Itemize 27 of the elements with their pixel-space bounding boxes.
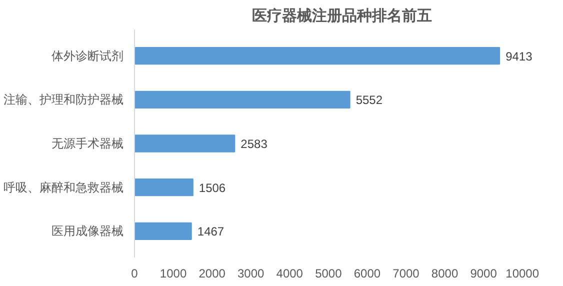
x-tick-label: 2000 xyxy=(198,266,226,280)
x-tick-label: 3000 xyxy=(238,266,265,280)
data-label: 1467 xyxy=(197,224,224,239)
chart-title: 医疗器械注册品种排名前五 xyxy=(252,6,432,24)
x-tick-label: 5000 xyxy=(315,266,342,280)
x-tick-label: 1000 xyxy=(160,266,187,280)
data-label: 2583 xyxy=(240,137,268,151)
x-tick-label: 6000 xyxy=(354,266,381,280)
x-tick-label: 8000 xyxy=(431,266,458,280)
bar xyxy=(134,178,194,196)
y-tick-label: 体外诊断试剂 xyxy=(52,48,124,63)
data-label: 5552 xyxy=(356,93,383,108)
x-tick-label: 9000 xyxy=(470,266,498,280)
y-tick-label: 注输、护理和防护器械 xyxy=(4,92,124,107)
y-tick-label: 呼吸、麻醉和急救器械 xyxy=(4,180,124,194)
y-tick-label: 无源手术器械 xyxy=(52,136,124,150)
x-tick-label: 4000 xyxy=(276,266,304,280)
data-label: 9413 xyxy=(506,49,533,64)
data-label: 1506 xyxy=(198,180,226,195)
y-tick-label: 医用成像器械 xyxy=(52,224,124,238)
bar xyxy=(134,46,500,65)
bar xyxy=(134,222,192,240)
x-tick-label: 10000 xyxy=(506,266,540,280)
bar xyxy=(134,134,236,152)
bar xyxy=(134,90,350,108)
x-tick-label: 0 xyxy=(131,266,138,280)
x-tick-label: 7000 xyxy=(392,266,420,280)
